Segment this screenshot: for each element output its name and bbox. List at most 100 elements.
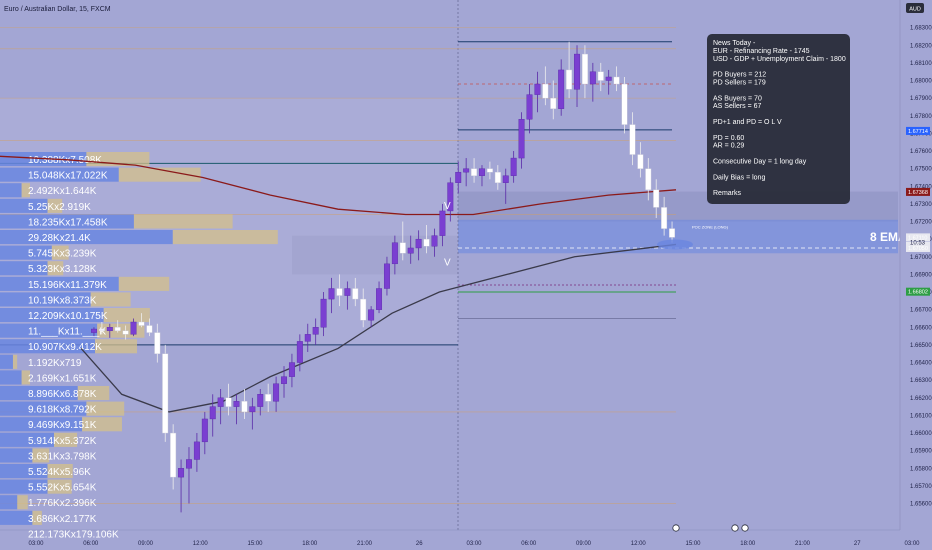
vp-label-1: 15.048Kx17.022K: [28, 171, 108, 182]
candle-body-9: [162, 353, 169, 434]
note-line-10: PD+1 and PD = O L V: [713, 119, 782, 126]
candle-body-25: [288, 362, 295, 377]
candle-body-28: [312, 327, 319, 335]
candle-body-13: [193, 441, 200, 460]
x-tick-15: 27: [854, 541, 861, 547]
vp-label-15: 8.896Kx6.878K: [28, 389, 97, 400]
vp-buy-bar-21: [0, 479, 48, 494]
vp-sell-bar-6: [51, 245, 69, 260]
candle-body-10: [170, 432, 177, 478]
candle-body-0: [90, 328, 97, 333]
vp-sell-bar-13: [12, 354, 18, 369]
candle-body-73: [669, 228, 676, 238]
vp-buy-bar-8: [0, 276, 119, 291]
candle-body-33: [352, 288, 359, 300]
candle-body-29: [320, 298, 327, 328]
candle-body-64: [597, 71, 604, 81]
y-tick-27: 1.65600: [910, 502, 932, 508]
x-tick-2: 09:00: [138, 541, 154, 547]
candle-body-51: [494, 171, 501, 183]
vp-buy-bar-22: [0, 495, 18, 510]
y-tick-4: 1.67900: [910, 96, 932, 102]
candle-body-42: [423, 238, 430, 247]
vp-label-12: 10.907Kx9.412K: [28, 342, 102, 353]
candle-body-52: [502, 175, 509, 183]
y-tick-9: 1.67400: [910, 184, 932, 190]
y-tick-3: 1.68000: [910, 79, 932, 85]
vp-label-21: 5.552Kx5.654K: [28, 483, 97, 494]
price-tag-2: [906, 233, 930, 242]
candle-body-21: [257, 394, 264, 407]
price-tag-1: [906, 187, 930, 196]
y-tick-2: 1.68100: [910, 61, 932, 67]
vp-label-16: 9.618Kx8.792K: [28, 405, 97, 416]
vp-sell-bar-17: [82, 417, 122, 432]
vp-buy-bar-14: [0, 370, 22, 385]
candle-body-39: [399, 242, 406, 254]
note-line-8: AS Sellers = 67: [713, 103, 762, 110]
vp-sell-bar-1: [118, 167, 201, 182]
vp-label-6: 5.745Kx3.239K: [28, 249, 97, 260]
candle-body-65: [605, 76, 612, 81]
candle-body-44: [439, 210, 446, 236]
currency-badge: [906, 3, 924, 13]
y-tick-18: 1.66500: [910, 343, 932, 349]
vp-buy-bar-23: [0, 510, 33, 525]
note-line-5: PD Sellers = 179: [713, 80, 766, 87]
price-tag-text-0: 1.67714: [908, 129, 928, 135]
x-tick-14: 21:00: [795, 541, 811, 547]
candle-body-20: [249, 406, 256, 413]
y-tick-11: 1.67200: [910, 220, 932, 226]
candle-body-27: [304, 334, 311, 342]
y-tick-13: 1.67000: [910, 255, 932, 261]
candle-body-14: [201, 418, 208, 443]
y-tick-19: 1.66400: [910, 361, 932, 367]
x-tick-10: 09:00: [576, 541, 592, 547]
y-tick-10: 1.67300: [910, 202, 932, 208]
vp-label-24: 212.173Kx179.106K: [28, 529, 119, 540]
candle-body-41: [415, 238, 422, 249]
vp-label-10: 12.209Kx10.175K: [28, 311, 108, 322]
vp-buy-bar-17: [0, 417, 83, 432]
vp-label-8: 15.196Kx11.379K: [28, 280, 107, 291]
candle-body-46: [455, 171, 462, 183]
note-line-12: PD = 0.60: [713, 135, 744, 142]
chart-title: Euro / Australian Dollar, 15, FXCM: [4, 6, 111, 13]
vp-buy-bar-9: [0, 292, 91, 307]
countdown-label: 10:53: [910, 241, 926, 247]
candle-body-59: [558, 69, 565, 109]
x-tick-4: 15:00: [247, 541, 263, 547]
vp-label-5: 29.28Kx21.4K: [28, 233, 91, 244]
vp-buy-bar-19: [0, 448, 33, 463]
x-tick-0: 03:00: [28, 541, 44, 547]
candle-body-11: [178, 468, 185, 478]
vp-buy-bar-2: [0, 183, 22, 198]
event-icon-0: [672, 524, 680, 532]
vp-label-0: 10.388Kx7.508K: [28, 155, 102, 166]
y-tick-0: 1.68300: [910, 26, 932, 32]
moving-average-0: [0, 155, 677, 216]
candle-body-1: [98, 328, 105, 332]
moving-average-1: [80, 243, 677, 413]
vp-buy-bar-13: [0, 354, 13, 369]
price-tag-text-5: 1.66802: [908, 290, 928, 296]
y-tick-5: 1.67800: [910, 114, 932, 120]
y-tick-24: 1.65900: [910, 449, 932, 455]
x-tick-3: 12:00: [193, 541, 209, 547]
candle-body-60: [566, 69, 573, 90]
candle-body-56: [534, 83, 541, 95]
price-tag-5: [906, 287, 930, 296]
candle-body-63: [589, 71, 596, 85]
notes-box: [707, 34, 850, 204]
note-line-13: AR = 0.29: [713, 143, 744, 150]
vp-buy-bar-5: [0, 230, 173, 245]
vp-sell-bar-3: [47, 198, 63, 213]
candle-body-57: [542, 83, 549, 99]
candle-body-18: [233, 401, 240, 407]
vp-sell-bar-15: [77, 386, 110, 401]
vp-buy-bar-12: [0, 339, 96, 354]
vp-label-18: 5.914Kx5.372K: [28, 436, 97, 447]
x-tick-5: 18:00: [302, 541, 318, 547]
y-tick-1: 1.68200: [910, 43, 932, 49]
vp-sell-bar-12: [95, 339, 138, 354]
